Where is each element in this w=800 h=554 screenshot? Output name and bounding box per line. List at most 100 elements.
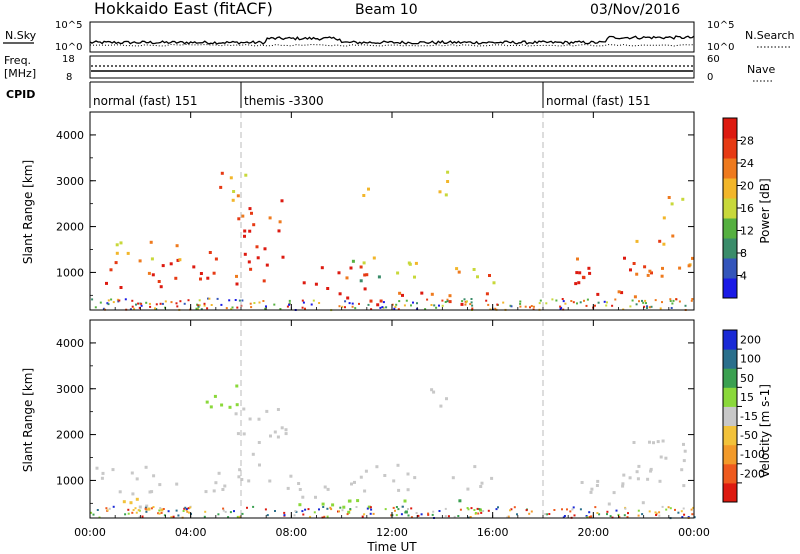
heatmap-cell: [273, 430, 277, 434]
heatmap-cell: [633, 295, 637, 299]
heatmap-cell: [669, 298, 672, 301]
heatmap-cell: [208, 251, 212, 254]
heatmap-cell: [164, 300, 167, 303]
heatmap-cell: [187, 507, 190, 510]
heatmap-cell: [326, 287, 330, 290]
heatmap-cell: [446, 300, 449, 303]
heatmap-cell: [222, 509, 225, 512]
heatmap-cell: [487, 509, 490, 512]
heatmap-cell: [347, 510, 351, 514]
heatmap-cell: [674, 508, 676, 511]
nsky-label: N.Sky: [5, 29, 37, 42]
heatmap-cell: [564, 302, 567, 305]
heatmap-cell: [617, 513, 620, 516]
heatmap-cell: [659, 307, 662, 310]
freq-unit-label: [MHz]: [4, 67, 36, 80]
heatmap-cell: [341, 305, 344, 308]
heatmap-cell: [447, 515, 450, 518]
heatmap-cell: [348, 499, 352, 503]
heatmap-cell: [170, 516, 173, 519]
heatmap-cell: [99, 301, 102, 304]
heatmap-cell: [301, 495, 305, 499]
heatmap-cell: [379, 299, 383, 303]
heatmap-cell: [528, 512, 531, 515]
heatmap-cell: [210, 304, 213, 306]
heatmap-cell: [283, 514, 286, 517]
heatmap-cell: [346, 296, 350, 300]
power-colorbar-tick-label: 24: [740, 157, 754, 170]
heatmap-cell: [284, 432, 288, 436]
heatmap-cell: [662, 216, 666, 220]
heatmap-cell: [519, 300, 522, 303]
y-tick-label: 3000: [56, 175, 84, 188]
heatmap-cell: [160, 511, 163, 514]
heatmap-cell: [258, 463, 261, 467]
heatmap-cell: [119, 286, 123, 289]
heatmap-cell: [231, 198, 235, 202]
heatmap-cell: [248, 207, 252, 211]
heatmap-cell: [581, 275, 585, 279]
heatmap-cell: [241, 512, 244, 515]
heatmap-cell: [396, 271, 400, 275]
heatmap-cell: [241, 299, 244, 302]
heatmap-cell: [341, 509, 344, 512]
heatmap-cell: [643, 305, 646, 308]
heatmap-cell: [350, 482, 353, 486]
heatmap-cell: [446, 298, 449, 301]
heatmap-cell: [326, 507, 329, 510]
heatmap-cell: [370, 308, 373, 311]
heatmap-cell: [637, 509, 640, 512]
heatmap-cell: [464, 303, 467, 306]
station-title: Hokkaido East (fitACF): [94, 0, 273, 18]
heatmap-cell: [228, 405, 232, 409]
heatmap-cell: [400, 513, 403, 516]
heatmap-cell: [145, 510, 148, 513]
heatmap-cell: [115, 251, 119, 255]
heatmap-cell: [682, 507, 685, 510]
heatmap-cell: [681, 516, 684, 519]
heatmap-cell: [603, 300, 606, 303]
heatmap-cell: [138, 516, 141, 519]
heatmap-cell: [231, 306, 234, 309]
heatmap-cell: [572, 506, 575, 509]
heatmap-cell: [101, 471, 105, 475]
y-tick-label: 4000: [56, 129, 84, 142]
heatmap-cell: [148, 490, 152, 494]
heatmap-cell: [417, 514, 420, 517]
heatmap-cell: [256, 256, 260, 260]
heatmap-cell: [444, 193, 448, 197]
heatmap-cell: [612, 491, 616, 495]
heatmap-cell: [238, 515, 241, 518]
heatmap-cell: [212, 489, 216, 493]
heatmap-cell: [110, 298, 113, 301]
heatmap-cell: [177, 514, 180, 517]
heatmap-cell: [420, 513, 423, 516]
colorbar-swatch: [723, 368, 737, 388]
heatmap-cell: [288, 302, 291, 305]
heatmap-cell: [109, 268, 113, 272]
heatmap-cell: [473, 465, 477, 469]
heatmap-cell: [129, 501, 133, 505]
heatmap-cell: [159, 302, 162, 305]
heatmap-cell: [186, 510, 189, 513]
heatmap-cell: [583, 299, 585, 302]
heatmap-cell: [435, 306, 438, 309]
heatmap-cell: [157, 512, 160, 515]
heatmap-cell: [235, 403, 239, 407]
heatmap-cell: [369, 506, 372, 509]
freq-label: Freq.: [4, 54, 31, 67]
heatmap-cell: [638, 300, 640, 303]
heatmap-cell: [221, 488, 225, 491]
heatmap-cell: [238, 299, 241, 302]
heatmap-cell: [286, 305, 289, 308]
heatmap-cell: [559, 307, 562, 310]
heatmap-cell: [346, 513, 349, 516]
heatmap-cell: [605, 304, 608, 307]
heatmap-cell: [576, 302, 578, 305]
heatmap-cell: [199, 272, 203, 275]
heatmap-cell: [621, 482, 625, 486]
heatmap-cell: [345, 276, 349, 280]
heatmap-cell: [206, 307, 209, 310]
y-tick-label: 3000: [56, 383, 84, 396]
heatmap-cell: [405, 299, 408, 302]
